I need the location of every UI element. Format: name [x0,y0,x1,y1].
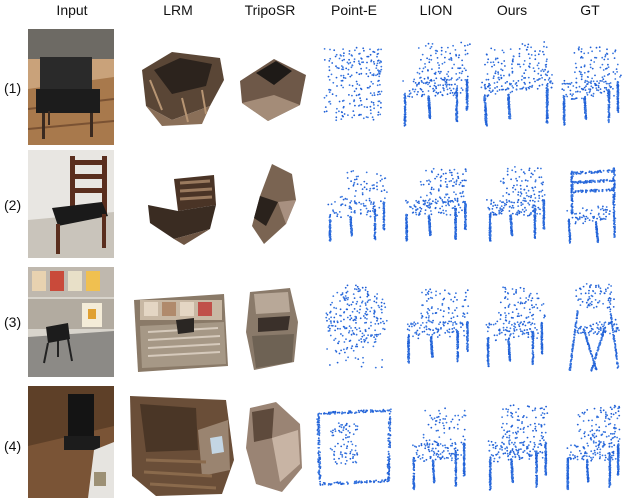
triposr-mesh-row-3 [240,282,302,374]
gt-cloud-row-3 [566,282,622,374]
input-photo-row-2 [28,150,114,258]
row-label-3: (3) [4,314,22,330]
triposr-mesh-row-2 [246,160,304,250]
ours-cloud-row-4 [484,402,552,492]
lion-cloud-row-4 [408,404,470,492]
point-e-cloud-row-2 [324,168,390,244]
ours-cloud-row-2 [484,164,550,244]
lion-cloud-row-3 [402,286,474,366]
lrm-mesh-row-1 [132,40,228,128]
triposr-mesh-row-1 [234,45,312,125]
row-label-1: (1) [4,80,22,96]
triposr-mesh-row-4 [242,398,306,496]
lrm-mesh-row-3 [128,280,234,376]
column-header-point-e: Point-E [331,2,377,18]
column-header-input: Input [56,2,88,18]
point-e-cloud-row-1 [318,42,388,126]
column-header-lrm: LRM [163,2,193,18]
point-e-cloud-row-3 [318,280,394,372]
column-header-gt: GT [580,2,600,18]
lion-cloud-row-1 [398,40,474,128]
gt-cloud-row-2 [562,166,624,246]
ours-cloud-row-1 [476,40,556,128]
input-photo-row-1 [28,29,114,145]
row-label-4: (4) [4,438,22,454]
gt-cloud-row-4 [562,404,624,492]
lrm-mesh-row-2 [140,165,230,247]
column-header-ours: Ours [496,2,528,18]
row-label-2: (2) [4,197,22,213]
point-e-cloud-row-4 [314,406,394,490]
lrm-mesh-row-4 [126,390,238,498]
ours-cloud-row-3 [482,284,548,370]
input-photo-row-4 [28,386,114,498]
gt-cloud-row-1 [558,44,624,128]
lion-cloud-row-2 [400,166,472,244]
column-header-triposr: TripoSR [244,2,296,18]
column-header-lion: LION [419,2,453,18]
input-photo-row-3 [28,267,114,377]
